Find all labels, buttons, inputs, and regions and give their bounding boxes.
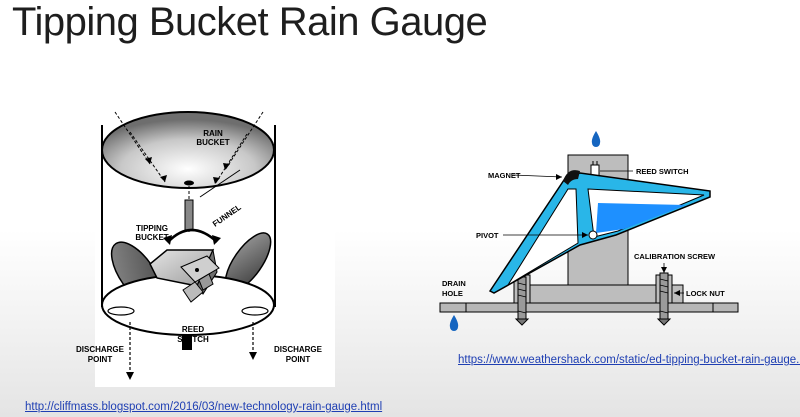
label-pivot: PIVOT — [476, 231, 499, 240]
label-reed-switch-2: SWITCH — [177, 335, 209, 344]
weathershack-source-link[interactable]: https://www.weathershack.com/static/ed-t… — [458, 354, 800, 366]
label-discharge-left-1: DISCHARGE — [76, 345, 125, 354]
discharge-labels: DISCHARGE POINT DISCHARGE POINT — [76, 345, 323, 364]
label-rain-bucket-2: BUCKET — [196, 138, 229, 147]
slide-title: Tipping Bucket Rain Gauge — [12, 0, 488, 44]
label-discharge-right-2: POINT — [286, 355, 311, 364]
rain-gauge-cutaway-diagram: RAIN BUCKET FUNNEL TIPPING BUCKET REED S… — [95, 92, 335, 387]
label-calibration-screw: CALIBRATION SCREW — [634, 252, 716, 261]
label-discharge-right-1: DISCHARGE — [274, 345, 323, 354]
label-drain-hole-2: HOLE — [442, 289, 463, 298]
label-magnet: MAGNET — [488, 171, 521, 180]
label-discharge-left-2: POINT — [88, 355, 113, 364]
label-rain-bucket-1: RAIN — [203, 129, 223, 138]
label-tipping-bucket-1: TIPPING — [136, 224, 168, 233]
label-funnel: FUNNEL — [211, 203, 243, 229]
tipping-bucket-mechanism-diagram: MAGNET REED SWITCH PIVOT CALIBRATION SCR… — [428, 125, 748, 350]
label-reed-switch: REED SWITCH — [636, 167, 689, 176]
water-drop-icon — [449, 315, 459, 331]
label-reed-switch-1: REED — [182, 325, 204, 334]
water-drop-icon — [591, 131, 601, 147]
label-tipping-bucket-2: BUCKET — [135, 233, 168, 242]
label-drain-hole-1: DRAIN — [442, 279, 466, 288]
label-lock-nut: LOCK NUT — [686, 289, 725, 298]
cliffmass-source-link[interactable]: http://cliffmass.blogspot.com/2016/03/ne… — [25, 401, 383, 413]
